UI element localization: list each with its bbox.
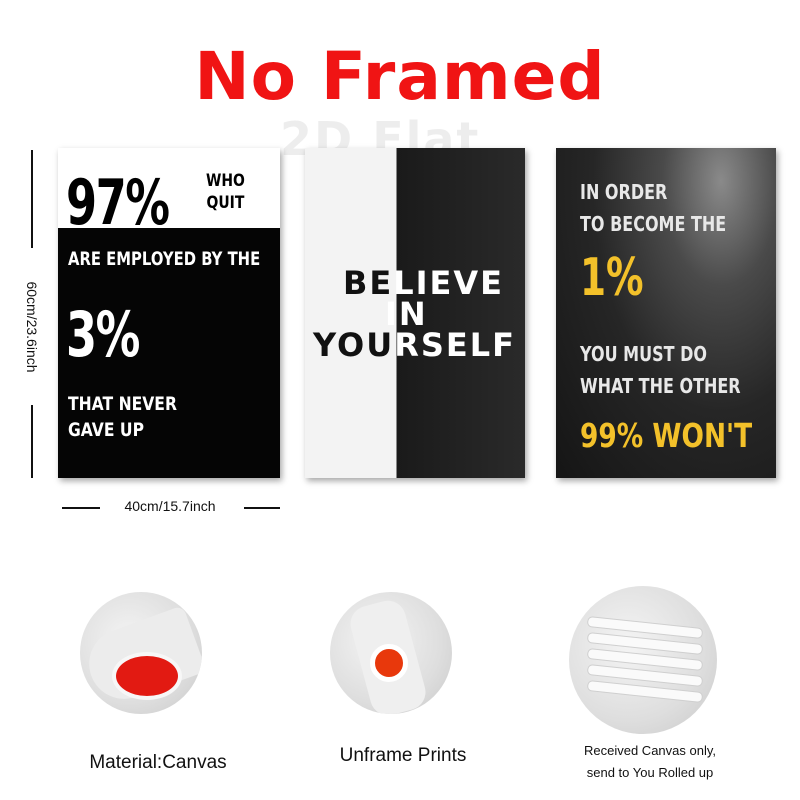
must-do-line: YOU MUST DO — [580, 342, 707, 366]
employed-text: ARE EMPLOYED BY THE — [68, 248, 261, 270]
who-quit-text: WHO QUIT — [206, 170, 245, 214]
material-caption: Material:Canvas — [89, 752, 227, 773]
become-line: TO BECOME THE — [580, 212, 727, 236]
height-label: 60cm/23.6inch — [24, 281, 40, 373]
big-percent-3: 3% — [66, 298, 140, 371]
must-do-text: YOU MUST DO WHAT THE OTHER — [580, 338, 741, 402]
page-title: No Framed — [194, 38, 606, 115]
in-order-text: IN ORDER TO BECOME THE — [580, 176, 726, 240]
width-line-right — [244, 507, 280, 509]
height-line-top — [31, 150, 33, 248]
who-text: WHO — [206, 171, 245, 191]
received-caption: Received Canvas only, send to You Rolled… — [570, 740, 730, 784]
99-wont-text: 99% WON'T — [580, 416, 753, 455]
rolled-print-end — [370, 644, 408, 682]
poster-97-percent: 97% WHO QUIT ARE EMPLOYED BY THE 3% THAT… — [58, 148, 280, 478]
width-line-left — [62, 507, 100, 509]
yourself-line: YOURSELF — [313, 326, 516, 364]
unframed-print-photo — [330, 592, 452, 714]
canvas-material-photo — [80, 592, 202, 714]
poster-top-band — [58, 148, 280, 228]
believe-right: LIEVE — [393, 264, 505, 302]
never-gave-up-text: THAT NEVER GAVE UP — [68, 391, 177, 443]
big-percent-97: 97% — [66, 166, 170, 239]
in-order-line: IN ORDER — [580, 180, 668, 204]
believe-line: BELIEVE — [343, 264, 504, 302]
in-text: IN — [385, 295, 428, 333]
never-line: THAT NEVER — [68, 393, 177, 415]
received-line-2: send to You Rolled up — [586, 765, 714, 780]
big-percent-1: 1% — [580, 248, 644, 308]
other-line: WHAT THE OTHER — [580, 374, 741, 398]
gave-up-line: GAVE UP — [68, 419, 144, 441]
poster-1-percent: IN ORDER TO BECOME THE 1% YOU MUST DO WH… — [556, 148, 776, 478]
width-label: 40cm/15.7inch — [124, 498, 216, 514]
believe-left: BE — [343, 264, 394, 302]
in-line: IN — [385, 295, 428, 333]
height-line-bottom — [31, 405, 33, 478]
yourself-right: RSELF — [394, 326, 517, 364]
yourself-left: YOU — [313, 326, 395, 364]
unframe-caption: Unframe Prints — [339, 745, 467, 766]
rolled-canvas-photo — [569, 586, 717, 734]
received-line-1: Received Canvas only, — [584, 743, 716, 758]
quit-text: QUIT — [206, 193, 245, 213]
poster-believe: BELIEVE IN YOURSELF — [305, 148, 525, 478]
canvas-red-back — [112, 652, 182, 700]
